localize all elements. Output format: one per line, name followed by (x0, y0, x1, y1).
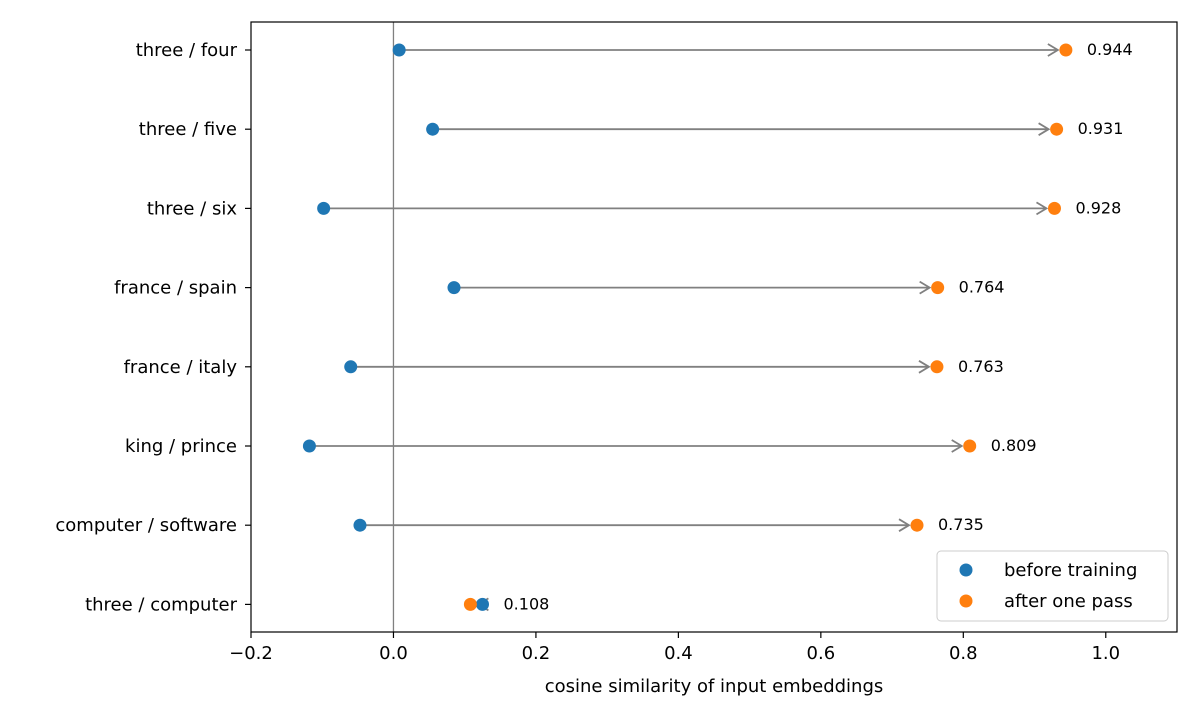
arrow-head (951, 439, 964, 453)
value-label: 0.108 (504, 594, 550, 613)
value-label: 0.931 (1078, 119, 1124, 138)
point-before-training (344, 360, 358, 374)
point-after-one-pass (910, 518, 924, 532)
value-label: 0.735 (938, 515, 984, 534)
legend-marker (959, 594, 973, 608)
x-tick-label: 1.0 (1091, 643, 1120, 664)
point-before-training (392, 43, 406, 57)
legend-box (936, 550, 1169, 622)
legend-label: before training (1004, 560, 1137, 581)
y-tick-label: computer / software (55, 515, 237, 536)
legend-marker (959, 563, 973, 577)
point-after-one-pass (1059, 43, 1073, 57)
arrow-head (1047, 43, 1060, 57)
point-before-training (476, 597, 489, 611)
value-label: 0.944 (1087, 40, 1133, 59)
x-tick-label: 0.0 (379, 643, 408, 664)
marks-layer: 0.944 0.931 0.928 0.764 0.763 0.809 0.735 0.108 (302, 22, 1133, 632)
arrow-head (1036, 201, 1049, 216)
ticks-layer: three / four three / five three / six franc… (55, 40, 1120, 664)
y-tick-label: three / five (139, 119, 237, 140)
arrow-head (919, 280, 932, 295)
plot-frame (250, 21, 1178, 633)
point-before-training (447, 281, 461, 295)
x-tick-label: 0.4 (664, 643, 693, 664)
point-after-one-pass (1047, 201, 1061, 215)
value-label: 0.764 (959, 278, 1005, 297)
point-before-training (426, 122, 440, 136)
arrow-head (898, 518, 911, 532)
y-tick-label: france / spain (114, 278, 237, 299)
point-after-one-pass (1050, 122, 1064, 136)
point-after-one-pass (463, 597, 477, 611)
value-label: 0.928 (1075, 198, 1121, 217)
x-tick-label: 0.2 (522, 643, 551, 664)
point-after-one-pass (963, 439, 977, 453)
x-tick-label: 0.6 (807, 643, 836, 664)
x-tick-label: 0.8 (949, 643, 978, 664)
x-tick-label: −0.2 (229, 643, 273, 664)
value-label: 0.809 (991, 436, 1037, 455)
y-tick-label: france / italy (124, 357, 238, 378)
y-tick-label: three / six (147, 198, 238, 219)
y-tick-label: king / prince (125, 436, 237, 457)
point-before-training (353, 518, 367, 532)
x-axis-label: cosine similarity of input embeddings (545, 676, 884, 697)
legend-label: after one pass (1004, 591, 1133, 612)
y-tick-label: three / four (136, 40, 238, 61)
point-before-training (302, 439, 316, 453)
point-after-one-pass (930, 360, 944, 374)
arrow-head (918, 360, 931, 374)
point-before-training (317, 201, 331, 215)
y-tick-label: three / computer (85, 594, 238, 615)
value-label: 0.763 (958, 357, 1004, 376)
point-after-one-pass (931, 281, 945, 295)
legend: before training after one pass (936, 550, 1169, 622)
arrow-head (1038, 122, 1051, 136)
